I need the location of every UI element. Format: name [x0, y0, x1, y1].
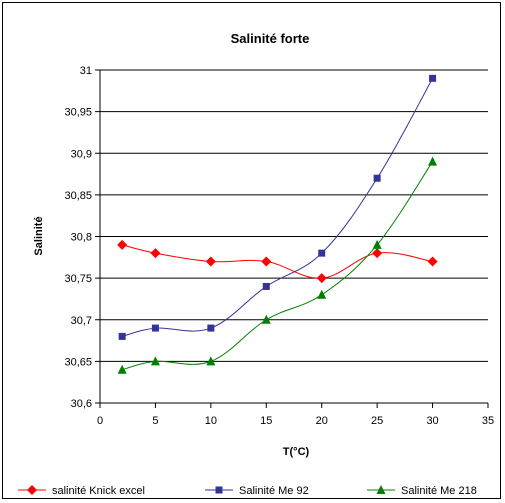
x-axis-title: T(°C)	[283, 446, 310, 458]
legend: salinité Knick excel Salinité Me 92 Salini…	[18, 485, 477, 497]
data-point-diamond-marker	[117, 239, 128, 250]
data-point-square-marker	[318, 249, 326, 257]
data-point-triangle-marker	[428, 156, 438, 166]
data-point-triangle-marker	[372, 239, 382, 249]
series-line	[122, 78, 434, 337]
data-point-triangle-marker	[317, 289, 327, 299]
data-point-square-marker	[151, 324, 159, 332]
series-3	[117, 156, 438, 374]
data-point-square-marker	[118, 332, 126, 340]
data-point-diamond-marker	[316, 273, 327, 284]
series-line	[122, 244, 433, 279]
y-tick-label: 30,75	[64, 273, 92, 285]
x-tick-label: 25	[371, 415, 383, 427]
legend-label: Salinité Me 92	[239, 485, 309, 497]
y-tick-label: 30,7	[71, 315, 92, 327]
x-tick-label: 30	[426, 415, 438, 427]
x-tick-label: 10	[205, 415, 217, 427]
data-point-square-marker	[262, 282, 270, 290]
series-2	[118, 74, 437, 340]
y-tick-label: 30,85	[64, 190, 92, 202]
data-point-triangle-marker	[261, 314, 271, 324]
y-tick-label: 30,9	[71, 148, 92, 160]
data-point-triangle-marker	[150, 356, 160, 366]
data-point-triangle-marker	[206, 356, 216, 366]
data-point-square-marker	[373, 174, 381, 182]
data-point-diamond-marker	[150, 248, 161, 259]
y-tick-label: 30,65	[64, 356, 92, 368]
y-tick-label: 30,6	[71, 398, 92, 410]
legend-marker	[376, 485, 386, 494]
series-line	[122, 161, 433, 371]
data-point-diamond-marker	[261, 256, 272, 267]
data-point-diamond-marker	[205, 256, 216, 267]
legend-label: salinité Knick excel	[52, 485, 145, 497]
y-axis-title: Salinité	[33, 216, 45, 255]
x-tick-label: 20	[316, 415, 328, 427]
legend-marker	[215, 486, 223, 494]
series-1	[117, 239, 438, 284]
chart-title: Salinité forte	[231, 31, 310, 46]
x-tick-label: 0	[97, 415, 103, 427]
data-point-diamond-marker	[427, 256, 438, 267]
x-tick-label: 15	[260, 415, 272, 427]
data-point-square-marker	[429, 74, 437, 82]
y-tick-label: 30,95	[64, 107, 92, 119]
data-point-square-marker	[207, 324, 215, 332]
chart-frame	[2, 2, 501, 499]
x-tick-label: 35	[482, 415, 494, 427]
data-point-triangle-marker	[117, 364, 127, 374]
legend-item: salinité Knick excel	[18, 485, 145, 497]
legend-label: Salinité Me 218	[401, 485, 477, 497]
data-point-diamond-marker	[372, 248, 383, 259]
legend-item: Salinité Me 92	[205, 485, 309, 497]
legend-marker	[27, 485, 37, 495]
legend-item: Salinité Me 218	[367, 485, 477, 497]
x-tick-label: 5	[152, 415, 158, 427]
plot-area: 30,6 30,65 30,7 30,75 30,8 30,85 30,9 30,95 31 0 5…	[64, 65, 494, 427]
y-tick-label: 31	[80, 65, 92, 77]
y-tick-label: 30,8	[71, 232, 92, 244]
